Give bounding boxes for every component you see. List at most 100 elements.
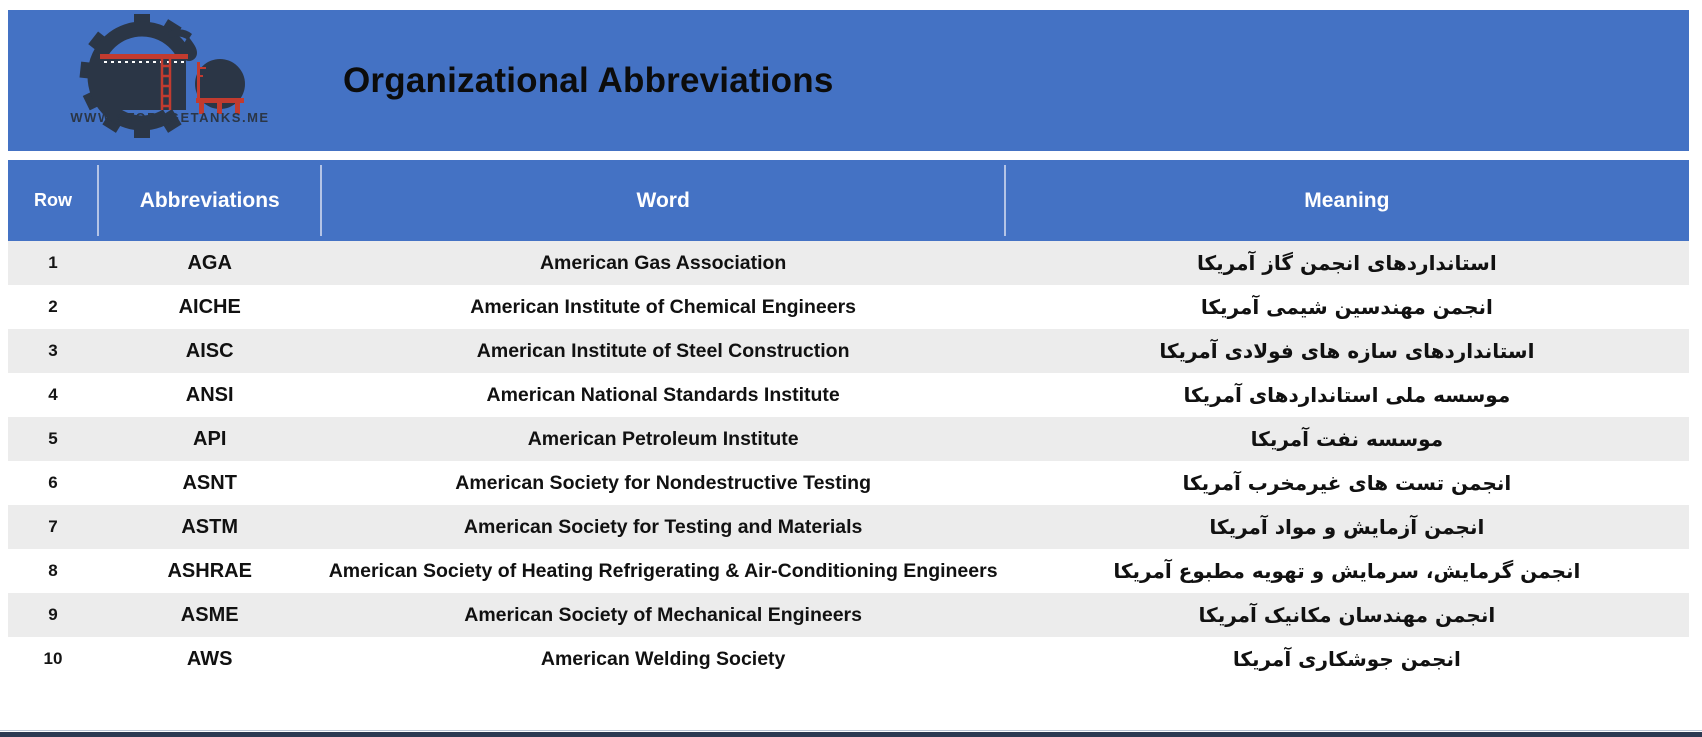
cell-word: American Gas Association <box>321 241 1004 285</box>
cell-abbr: ASME <box>98 593 322 637</box>
column-header-meaning: Meaning <box>1304 188 1390 212</box>
cell-abbr-text: AWS <box>186 647 233 670</box>
cell-word-text: American National Standards Institute <box>486 383 840 406</box>
cell-word: American Society for Testing and Materia… <box>321 505 1004 549</box>
page-title: Organizational Abbreviations <box>343 60 834 100</box>
cell-word: American National Standards Institute <box>321 373 1004 417</box>
cell-meaning-text: انجمن آزمایش و مواد آمریکا <box>1209 515 1485 539</box>
cell-word: American Institute of Steel Construction <box>321 329 1004 373</box>
cell-word: American Welding Society <box>321 637 1004 681</box>
cell-abbr-text: API <box>193 427 227 450</box>
table-row: 8 ASHRAE American Society of Heating Refri… <box>8 549 1689 593</box>
cell-row-text: 5 <box>48 429 58 448</box>
cell-meaning: انجمن آزمایش و مواد آمریکا <box>1005 505 1689 549</box>
cell-abbr-text: AICHE <box>178 295 241 318</box>
cell-word-text: American Society of Mechanical Engineers <box>464 603 862 626</box>
cell-word-text: American Institute of Steel Construction <box>476 339 850 362</box>
cell-row-text: 6 <box>48 473 58 492</box>
cell-meaning: موسسه ملی استانداردهای آمریکا <box>1005 373 1689 417</box>
cell-meaning-text: انجمن تست های غیرمخرب آمریکا <box>1182 471 1512 495</box>
cell-row-text: 8 <box>48 561 58 580</box>
cell-row: 2 <box>8 285 98 329</box>
cell-word: American Institute of Chemical Engineers <box>321 285 1004 329</box>
cell-row-text: 1 <box>48 253 58 272</box>
bottom-bar <box>0 732 1702 737</box>
table-row: 9 ASME American Society of Mechanical Engi… <box>8 593 1689 637</box>
cell-word: American Petroleum Institute <box>321 417 1004 461</box>
cell-word-text: American Gas Association <box>539 251 787 274</box>
cell-abbr: ASTM <box>98 505 322 549</box>
table-row: 6 ASNT American Society for Nondestructive… <box>8 461 1689 505</box>
cell-row: 5 <box>8 417 98 461</box>
cell-row-text: 10 <box>43 649 63 668</box>
cell-abbr-text: ASME <box>180 603 239 626</box>
cell-row-text: 7 <box>48 517 58 536</box>
cell-abbr-text: AISC <box>185 339 234 362</box>
cell-abbr-text: AGA <box>187 251 232 274</box>
cell-row: 3 <box>8 329 98 373</box>
table-header-row: Row Abbreviations Word Meaning <box>8 160 1689 241</box>
cell-word-text: American Society for Testing and Materia… <box>463 515 863 538</box>
table-row: 5 API American Petroleum Institute موسسه نف… <box>8 417 1689 461</box>
cell-abbr: AWS <box>98 637 322 681</box>
cell-abbr-text: ASHRAE <box>167 559 252 582</box>
cell-meaning-text: موسسه ملی استانداردهای آمریکا <box>1183 383 1511 407</box>
cell-word: American Society of Heating Refrigeratin… <box>321 549 1004 593</box>
storage-tanks-gear-icon <box>79 14 245 138</box>
cell-row-text: 3 <box>48 341 58 360</box>
cell-word: American Society for Nondestructive Test… <box>321 461 1004 505</box>
cell-meaning-text: موسسه نفت آمریکا <box>1250 427 1444 451</box>
cell-abbr: AISC <box>98 329 322 373</box>
cell-meaning: انجمن جوشکاری آمریکا <box>1005 637 1689 681</box>
cell-row-text: 9 <box>48 605 58 624</box>
cell-word-text: American Welding Society <box>540 647 786 670</box>
cell-meaning-text: انجمن گرمایش، سرمایش و تهویه مطبوع آمریک… <box>1113 559 1581 583</box>
cell-word-text: American Society of Heating Refrigeratin… <box>328 559 998 582</box>
cell-meaning-text: استانداردهای انجمن گاز آمریکا <box>1197 251 1497 275</box>
table-row: 3 AISC American Institute of Steel Constru… <box>8 329 1689 373</box>
cell-meaning: انجمن مهندسان مکانیک آمریکا <box>1005 593 1689 637</box>
cell-word: American Society of Mechanical Engineers <box>321 593 1004 637</box>
column-header-row: Row <box>8 160 99 241</box>
cell-abbr: ASNT <box>98 461 322 505</box>
cell-meaning: موسسه نفت آمریکا <box>1005 417 1689 461</box>
cell-row: 6 <box>8 461 98 505</box>
cell-meaning: انجمن تست های غیرمخرب آمریکا <box>1005 461 1689 505</box>
cell-meaning: استانداردهای سازه های فولادی آمریکا <box>1005 329 1689 373</box>
header-banner: WWW.STORAGETANKS.ME Organizational Abbre… <box>8 10 1689 151</box>
cell-abbr: API <box>98 417 322 461</box>
cell-meaning-text: استانداردهای سازه های فولادی آمریکا <box>1159 339 1535 363</box>
cell-meaning-text: انجمن مهندسان مکانیک آمریکا <box>1198 603 1496 627</box>
table-row: 1 AGA American Gas Association استانداردهای… <box>8 241 1689 285</box>
cell-meaning: انجمن گرمایش، سرمایش و تهویه مطبوع آمریک… <box>1005 549 1689 593</box>
cell-meaning-text: انجمن جوشکاری آمریکا <box>1232 647 1461 671</box>
bottom-divider-line <box>0 730 1702 731</box>
cell-meaning: انجمن مهندسین شیمی آمریکا <box>1005 285 1689 329</box>
table-row: 10 AWS American Welding Society انجمن جوشکا… <box>8 637 1689 681</box>
cell-word-text: American Petroleum Institute <box>527 427 799 450</box>
cell-meaning-text: انجمن مهندسین شیمی آمریکا <box>1200 295 1493 319</box>
table-row: 7 ASTM American Society for Testing and Ma… <box>8 505 1689 549</box>
abbreviations-table: Row Abbreviations Word Meaning 1 AGA Ameri… <box>8 160 1689 681</box>
column-header-abbreviations: Abbreviations <box>98 160 323 241</box>
logo-url-text: WWW.STORAGETANKS.ME <box>70 110 270 125</box>
cell-word-text: American Institute of Chemical Engineers <box>470 295 857 318</box>
cell-row: 4 <box>8 373 98 417</box>
table-body: 1 AGA American Gas Association استانداردهای… <box>8 241 1689 681</box>
cell-row: 8 <box>8 549 98 593</box>
cell-row: 1 <box>8 241 98 285</box>
cell-abbr: ASHRAE <box>98 549 322 593</box>
cell-row-text: 2 <box>48 297 58 316</box>
cell-abbr: AICHE <box>98 285 322 329</box>
cell-meaning: استانداردهای انجمن گاز آمریکا <box>1005 241 1689 285</box>
cell-abbr-text: ANSI <box>185 383 234 406</box>
cell-row: 10 <box>8 637 98 681</box>
cell-word-text: American Society for Nondestructive Test… <box>455 471 872 494</box>
cell-abbr-text: ASTM <box>181 515 239 538</box>
cell-abbr: ANSI <box>98 373 322 417</box>
cell-abbr: AGA <box>98 241 322 285</box>
table-row: 4 ANSI American National Standards Institu… <box>8 373 1689 417</box>
storagetanks-logo: WWW.STORAGETANKS.ME <box>50 14 290 148</box>
cell-row: 9 <box>8 593 98 637</box>
cell-abbr-text: ASNT <box>182 471 237 494</box>
